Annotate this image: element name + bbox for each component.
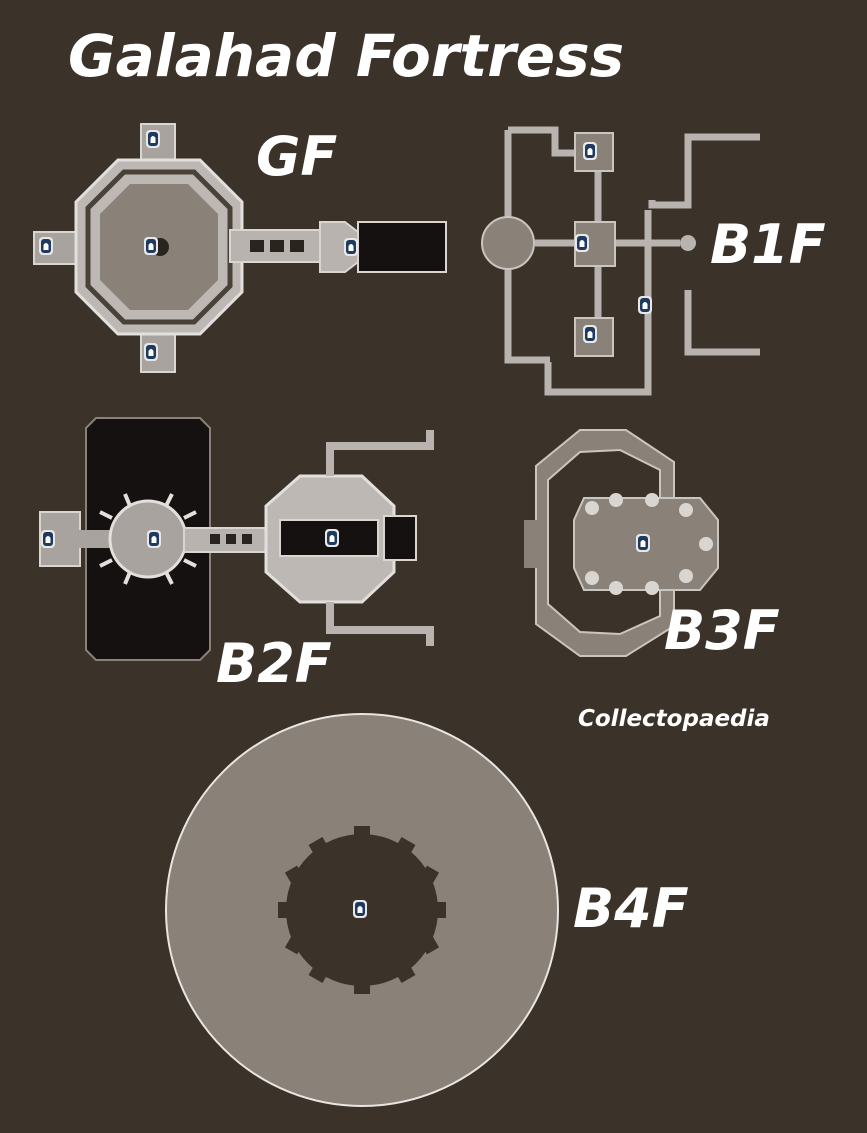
save-point-marker-icon bbox=[636, 534, 650, 552]
floor-label-b2f: B2F bbox=[216, 632, 332, 695]
credit-text: Collectopaedia bbox=[578, 706, 770, 732]
save-point-marker-icon bbox=[146, 130, 160, 148]
save-point-marker-icon bbox=[41, 530, 55, 548]
save-point-marker-icon bbox=[325, 529, 339, 547]
save-point-marker-icon bbox=[144, 343, 158, 361]
floor-label-gf: GF bbox=[256, 125, 338, 188]
floor-label-b3f: B3F bbox=[664, 599, 780, 662]
map-b2f bbox=[39, 417, 434, 661]
save-point-marker-icon bbox=[39, 237, 53, 255]
map-title: Galahad Fortress bbox=[68, 22, 625, 90]
save-point-marker-icon bbox=[638, 296, 652, 314]
map-gf bbox=[33, 123, 447, 373]
floor-label-b4f: B4F bbox=[573, 877, 689, 940]
save-point-marker-icon bbox=[583, 325, 597, 343]
save-point-marker-icon bbox=[575, 234, 589, 252]
save-point-marker-icon bbox=[583, 142, 597, 160]
save-point-marker-icon bbox=[144, 237, 158, 255]
map-b3f bbox=[524, 429, 719, 657]
save-point-marker-icon bbox=[353, 900, 367, 918]
save-point-marker-icon bbox=[147, 530, 161, 548]
save-point-marker-icon bbox=[344, 238, 358, 256]
floor-label-b1f: B1F bbox=[710, 213, 826, 276]
